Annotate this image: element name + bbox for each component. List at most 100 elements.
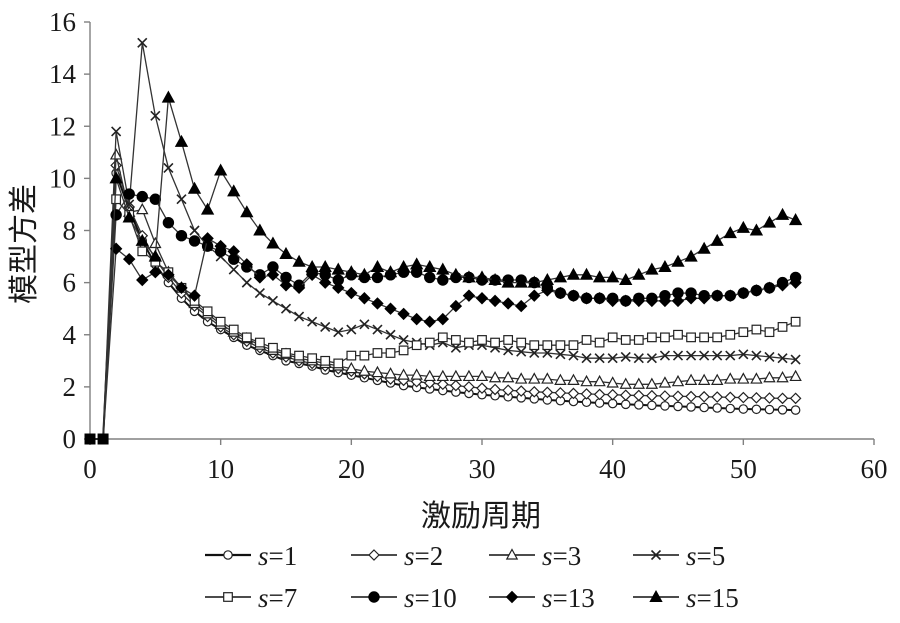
data-point [724,289,737,302]
y-tick-label: 4 [63,320,77,350]
data-point [475,369,489,382]
data-point [528,372,541,384]
data-point [685,390,697,403]
data-point [372,348,383,358]
data-point [751,324,762,335]
data-point [646,332,657,343]
x-marker-stroke [764,351,775,362]
data-point [645,377,659,389]
data-point [567,387,580,400]
data-point [738,404,749,414]
legend-item-4: s=7 [205,583,297,613]
data-point [384,302,397,315]
data-point [619,294,632,308]
data-point [620,399,631,410]
data-point [122,252,136,266]
data-point [320,355,331,366]
series-7 [90,90,803,440]
data-point [174,134,189,147]
data-point [437,274,449,286]
data-point [737,372,750,384]
data-point [686,332,696,343]
x-tick-label: 50 [730,454,757,484]
legend-label-symbol: s [542,541,553,571]
data-point [710,233,724,246]
data-point [214,163,228,176]
data-point [240,205,254,218]
data-point [450,335,461,345]
data-point [423,369,436,382]
legend-marker [223,550,233,560]
x-marker-stroke [228,264,239,275]
x-marker-stroke [646,353,657,364]
x-marker-stroke [777,353,788,364]
data-point [437,332,448,343]
data-point [436,312,450,326]
data-point [790,316,801,327]
data-point [777,405,788,415]
legend-label-symbol: s [404,583,415,613]
data-point [292,254,306,267]
data-point [385,329,396,340]
data-point [751,404,762,415]
data-point [397,368,410,380]
data-point [398,345,409,356]
data-point [122,210,136,223]
data-point [501,371,515,383]
data-point [475,292,489,305]
data-point [423,259,437,272]
data-point [331,262,345,275]
x-marker-stroke [333,327,344,338]
data-point [136,190,148,203]
data-point [385,348,396,358]
data-point [764,351,775,362]
data-point [267,295,278,306]
data-point [592,270,607,283]
legend-label-symbol: s [404,541,415,571]
x-marker-stroke [346,324,357,335]
legend-label-symbol: s [686,583,697,613]
data-point [737,286,750,300]
x-marker-stroke [372,324,383,335]
legend-marker [650,549,662,561]
data-point [671,254,685,267]
data-point [488,294,502,308]
legend-label-value: =5 [697,541,726,571]
legend: s=1 s=2 s=3 s=5s=7 s=10 s=13 s=15 [205,541,739,613]
data-point [109,171,123,184]
legend-label-value: =3 [553,541,582,571]
x-marker-stroke [686,350,697,361]
data-point [580,292,593,305]
x-tick-label: 30 [469,454,496,484]
data-point [320,321,331,332]
data-point [673,401,683,412]
data-point [620,335,631,345]
data-point [266,236,280,249]
data-point [606,270,620,283]
data-point [775,207,790,220]
y-tick-label: 2 [63,372,77,402]
data-point [149,193,162,205]
data-point [411,340,422,351]
data-point [789,369,802,382]
data-point [567,373,580,385]
data-point [398,334,409,346]
data-point [294,311,305,322]
data-point [776,392,789,405]
data-point [580,388,593,400]
data-point [593,292,606,305]
data-point [307,353,318,364]
data-point [148,249,162,262]
data-point [358,292,371,305]
data-point [555,349,566,360]
data-point [790,405,801,415]
data-point [516,337,527,348]
data-point [175,230,188,242]
data-point [632,267,646,280]
x-marker-stroke [280,303,292,314]
data-point [776,279,789,292]
data-point [763,392,776,404]
data-point [333,358,344,369]
